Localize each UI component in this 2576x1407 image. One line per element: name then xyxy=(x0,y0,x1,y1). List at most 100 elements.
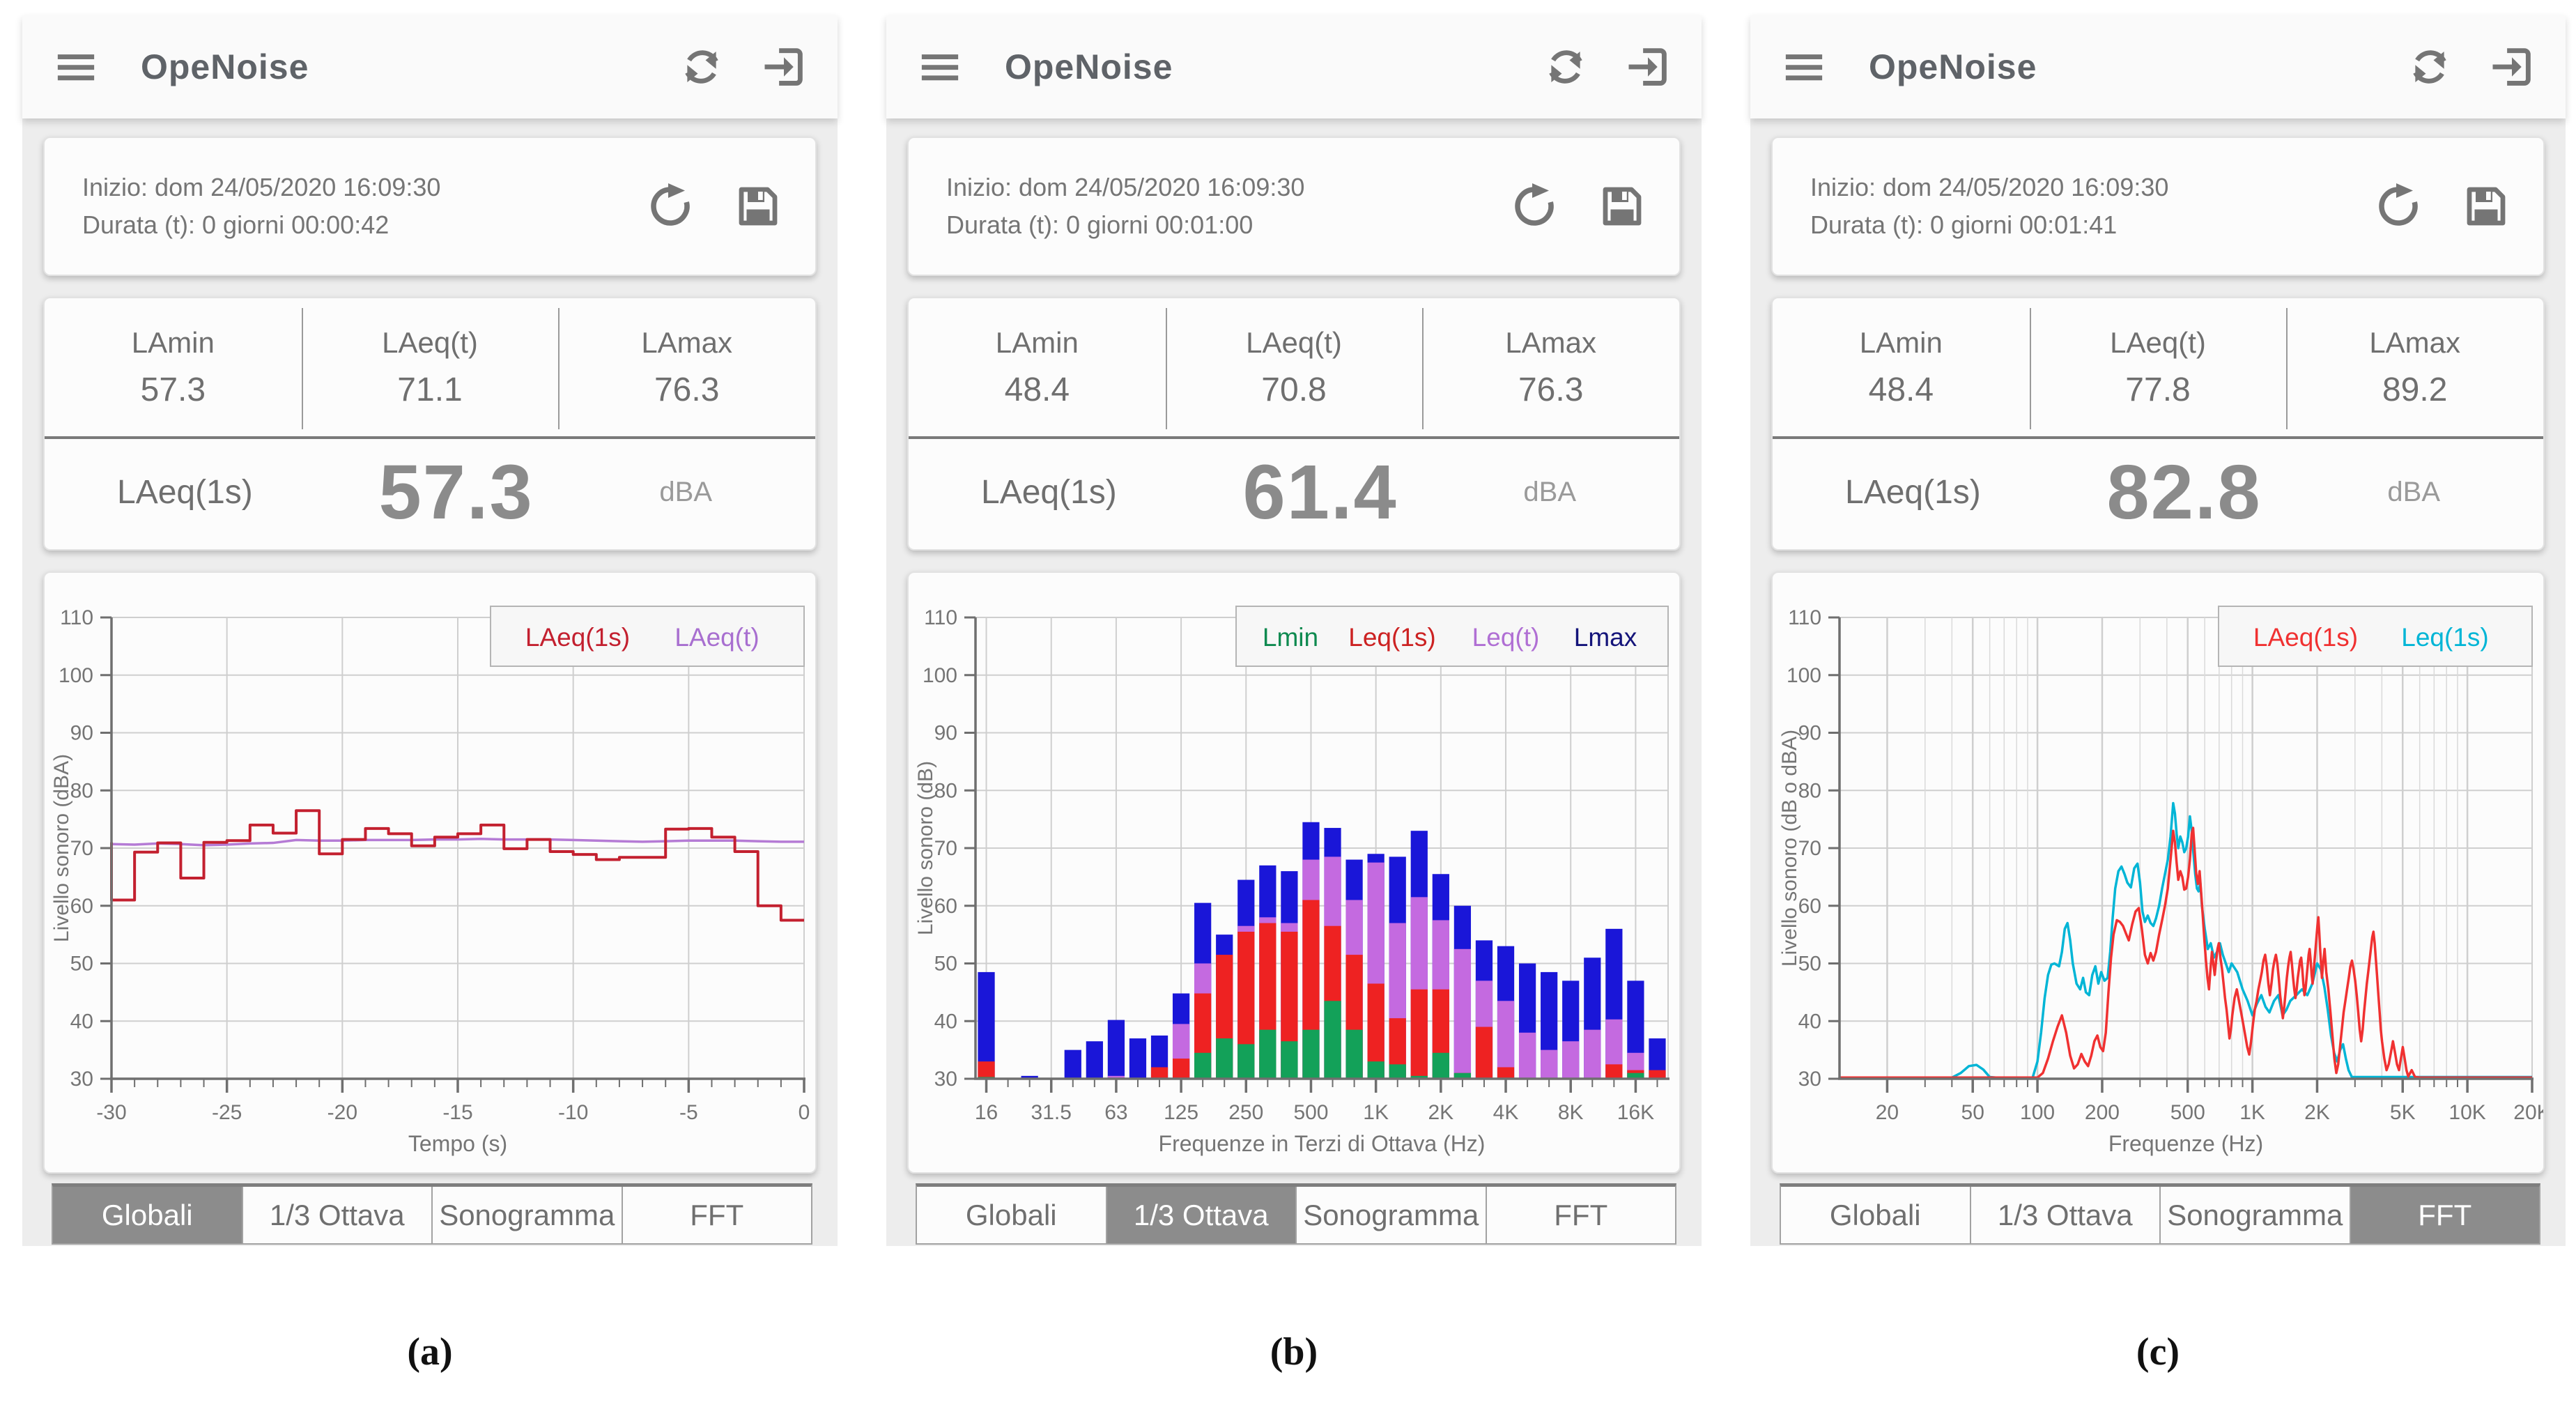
meas-col-lamin: LAmin 57.3 xyxy=(45,298,302,436)
app-title: OpeNoise xyxy=(1005,47,1173,86)
save-floppy-icon[interactable] xyxy=(733,181,783,231)
tab-globali[interactable]: Globali xyxy=(917,1187,1106,1243)
svg-text:Lmax: Lmax xyxy=(1574,623,1637,652)
third-octave-bar-chart: 30 40 50 60 70 80 90 100 110 Livello sonoro (dB) 1… xyxy=(914,606,1669,1156)
svg-text:125: 125 xyxy=(1164,1101,1198,1124)
meas-col-lamin: LAmin 48.4 xyxy=(1773,298,2030,436)
svg-text:-20: -20 xyxy=(327,1101,357,1124)
exit-to-app-icon[interactable] xyxy=(2489,44,2535,90)
meas-value: 48.4 xyxy=(1868,371,1934,408)
svg-text:60: 60 xyxy=(1798,895,1821,918)
tab-terzo-ottava[interactable]: 1/3 Ottava xyxy=(1105,1187,1295,1243)
svg-text:Lmin: Lmin xyxy=(1263,623,1318,652)
meas-value: 57.3 xyxy=(140,371,206,408)
tab-fft[interactable]: FFT xyxy=(621,1187,811,1243)
svg-text:2K: 2K xyxy=(1428,1101,1453,1124)
svg-text:80: 80 xyxy=(70,779,93,802)
tab-fft[interactable]: FFT xyxy=(2349,1187,2539,1243)
tab-globali[interactable]: Globali xyxy=(1781,1187,1970,1243)
svg-text:Frequenze (Hz): Frequenze (Hz) xyxy=(2108,1131,2263,1156)
svg-text:90: 90 xyxy=(70,722,93,745)
meas-label: LAeq(t) xyxy=(1246,325,1342,359)
app-bar: OpeNoise xyxy=(22,15,838,118)
tab-sonogramma[interactable]: Sonogramma xyxy=(1295,1187,1486,1243)
tab-globali[interactable]: Globali xyxy=(53,1187,242,1243)
meas-col-lamax: LAmax 76.3 xyxy=(1422,298,1679,436)
start-time: Inizio: dom 24/05/2020 16:09:30 xyxy=(82,173,441,201)
menu-icon[interactable] xyxy=(1781,44,1827,90)
main-meas-unit: dBA xyxy=(1523,476,1576,507)
svg-text:40: 40 xyxy=(934,1010,957,1033)
reload-icon[interactable] xyxy=(1509,181,1559,231)
main-meas-label: LAeq(1s) xyxy=(981,473,1117,511)
meas-label: LAmin xyxy=(131,325,215,359)
svg-text:500: 500 xyxy=(2170,1101,2205,1124)
screenshot-panel-a: OpeNoise Inizio: dom 24/05/2020 16:09:30… xyxy=(22,15,838,1246)
sync-icon[interactable] xyxy=(679,44,725,90)
chart-tabs: Globali 1/3 Ottava Sonogramma FFT xyxy=(52,1183,812,1245)
svg-text:50: 50 xyxy=(1798,953,1821,976)
menu-icon[interactable] xyxy=(917,44,963,90)
chart-tabs: Globali 1/3 Ottava Sonogramma FFT xyxy=(1780,1183,2540,1245)
tab-fft[interactable]: FFT xyxy=(1485,1187,1675,1243)
main-meas-value: 82.8 xyxy=(2106,449,2262,535)
svg-text:Frequenze in Terzi di Ottava (: Frequenze in Terzi di Ottava (Hz) xyxy=(1159,1131,1486,1156)
svg-text:100: 100 xyxy=(2020,1101,2055,1124)
reload-icon[interactable] xyxy=(645,181,695,231)
chart-card: 30 40 50 60 70 80 90 100 110 Livello sonoro (dB) 1… xyxy=(907,571,1681,1174)
meas-col-lamax: LAmax 89.2 xyxy=(2286,298,2543,436)
exit-to-app-icon[interactable] xyxy=(1625,44,1671,90)
tab-sonogramma[interactable]: Sonogramma xyxy=(2159,1187,2350,1243)
meas-col-laeqt: LAeq(t) 70.8 xyxy=(1165,298,1423,436)
figure-caption-b: (b) xyxy=(1270,1330,1318,1374)
svg-text:LAeq(1s): LAeq(1s) xyxy=(2253,623,2358,652)
duration: Durata (t): 0 giorni 00:00:42 xyxy=(82,210,390,239)
meas-value: 48.4 xyxy=(1004,371,1070,408)
svg-text:Livello sonoro (dBA): Livello sonoro (dBA) xyxy=(50,754,73,942)
fft-spectrum-chart: 30 40 50 60 70 80 90 100 110 Livello sonoro (dB o… xyxy=(1778,606,2543,1156)
session-info-card: Inizio: dom 24/05/2020 16:09:30 Durata (… xyxy=(1771,137,2545,276)
svg-text:-15: -15 xyxy=(442,1101,472,1124)
meas-col-laeqt: LAeq(t) 77.8 xyxy=(2029,298,2287,436)
svg-text:31.5: 31.5 xyxy=(1031,1101,1072,1124)
meas-col-laeqt: LAeq(t) 71.1 xyxy=(301,298,559,436)
save-floppy-icon[interactable] xyxy=(1597,181,1647,231)
session-info-text: Inizio: dom 24/05/2020 16:09:30 Durata (… xyxy=(946,169,1304,244)
sync-icon[interactable] xyxy=(1543,44,1589,90)
main-meas-label: LAeq(1s) xyxy=(117,473,253,511)
svg-text:100: 100 xyxy=(59,664,93,687)
svg-text:Leq(1s): Leq(1s) xyxy=(1348,623,1435,652)
sync-icon[interactable] xyxy=(2407,44,2453,90)
chart-tabs: Globali 1/3 Ottava Sonogramma FFT xyxy=(916,1183,1676,1245)
main-meas-unit: dBA xyxy=(659,476,712,507)
meas-label: LAmin xyxy=(995,325,1079,359)
session-info-text: Inizio: dom 24/05/2020 16:09:30 Durata (… xyxy=(1810,169,2168,244)
svg-text:63: 63 xyxy=(1104,1101,1127,1124)
svg-text:-10: -10 xyxy=(558,1101,588,1124)
exit-to-app-icon[interactable] xyxy=(761,44,807,90)
svg-text:70: 70 xyxy=(934,837,957,860)
svg-text:500: 500 xyxy=(1293,1101,1328,1124)
svg-text:LAeq(1s): LAeq(1s) xyxy=(525,623,630,652)
screenshot-panel-b: OpeNoise Inizio: dom 24/05/2020 16:09:30… xyxy=(886,15,1702,1246)
svg-text:40: 40 xyxy=(70,1010,93,1033)
app-title: OpeNoise xyxy=(141,47,309,86)
app-title: OpeNoise xyxy=(1869,47,2037,86)
meas-col-lamin: LAmin 48.4 xyxy=(909,298,1166,436)
tab-terzo-ottava[interactable]: 1/3 Ottava xyxy=(1969,1187,2159,1243)
save-floppy-icon[interactable] xyxy=(2461,181,2511,231)
meas-label: LAmax xyxy=(1505,325,1597,359)
reload-icon[interactable] xyxy=(2373,181,2423,231)
svg-text:90: 90 xyxy=(1798,722,1821,745)
svg-text:60: 60 xyxy=(934,895,957,918)
chart-card: 30 40 50 60 70 80 90 100 110 Livello sonoro (dB o… xyxy=(1771,571,2545,1174)
svg-text:110: 110 xyxy=(1788,606,1821,629)
tab-sonogramma[interactable]: Sonogramma xyxy=(431,1187,622,1243)
menu-icon[interactable] xyxy=(53,44,99,90)
session-info-card: Inizio: dom 24/05/2020 16:09:30 Durata (… xyxy=(907,137,1681,276)
meas-label: LAeq(t) xyxy=(382,325,478,359)
meas-value: 77.8 xyxy=(2125,371,2191,408)
svg-text:80: 80 xyxy=(1798,779,1821,802)
tab-terzo-ottava[interactable]: 1/3 Ottava xyxy=(241,1187,431,1243)
meas-label: LAmax xyxy=(2369,325,2461,359)
